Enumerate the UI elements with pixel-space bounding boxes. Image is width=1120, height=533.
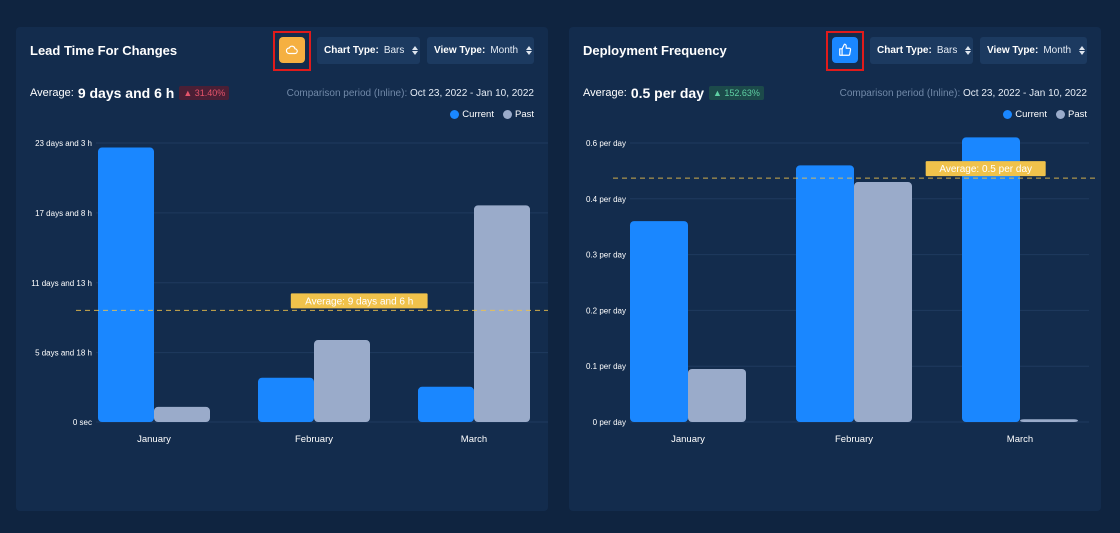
y-tick-label: 17 days and 8 h: [35, 209, 92, 218]
comparison-label: Comparison period (Inline):: [839, 88, 961, 99]
bar-past: [474, 205, 530, 422]
average-label: Average: 0.5 per day: [939, 164, 1032, 175]
average-label: Average:: [583, 87, 627, 99]
bar-current: [962, 137, 1020, 423]
bar-current: [630, 221, 688, 422]
legend-item-current[interactable]: Current: [450, 109, 494, 120]
legend-dot-icon: [1055, 110, 1065, 119]
chart-legend: Current Past: [441, 109, 534, 120]
bar-current: [796, 165, 854, 422]
x-tick-label: January: [137, 434, 171, 445]
change-badge: ▲ 152.63%: [708, 86, 764, 100]
bar-current: [418, 386, 474, 422]
thumbs-up-icon[interactable]: [832, 37, 858, 63]
chart-type-label: Chart Type:: [877, 45, 932, 56]
x-tick-label: March: [1007, 434, 1033, 445]
comparison-value: Oct 23, 2022 - Jan 10, 2022: [963, 88, 1087, 99]
average-summary: Average: 0.5 per day ▲ 152.63%: [583, 85, 764, 101]
x-tick-label: March: [461, 434, 487, 445]
y-tick-label: 5 days and 18 h: [35, 349, 92, 358]
average-value: 9 days and 6 h: [77, 85, 175, 101]
bar-past: [688, 368, 746, 422]
bar-current: [258, 377, 314, 422]
chevron-updown-icon: [412, 45, 419, 56]
average-value: 0.5 per day: [630, 85, 704, 101]
average-label: Average:: [30, 87, 74, 99]
view-type-label: View Type:: [434, 45, 486, 56]
chart-type-select[interactable]: Chart Type: Bars: [317, 37, 420, 64]
x-tick-label: February: [295, 434, 333, 445]
panel-title: Deployment Frequency: [583, 43, 727, 58]
legend-label: Current: [462, 109, 494, 120]
x-tick-label: January: [671, 434, 705, 445]
highlight-box: [273, 31, 311, 71]
chart-type-select[interactable]: Chart Type: Bars: [870, 37, 973, 64]
y-tick-label: 0.2 per day: [586, 306, 626, 315]
average-label-box: [290, 293, 428, 309]
chart-legend: Current Past: [994, 109, 1087, 120]
legend-item-current[interactable]: Current: [1003, 109, 1047, 120]
y-tick-label: 0.1 per day: [586, 362, 626, 371]
legend-item-past[interactable]: Past: [1055, 109, 1087, 120]
legend-dot-icon: [450, 110, 460, 119]
comparison-value: Oct 23, 2022 - Jan 10, 2022: [410, 88, 534, 99]
y-tick-label: 0 sec: [73, 418, 92, 427]
chevron-updown-icon: [1079, 45, 1086, 56]
lead-time-panel: Lead Time For Changes Chart Type: Bars V…: [16, 27, 548, 511]
chart-type-label: Chart Type:: [324, 45, 379, 56]
y-tick-label: 0 per day: [593, 418, 626, 427]
y-tick-label: 23 days and 3 h: [35, 139, 92, 148]
view-type-select[interactable]: View Type: Month: [427, 37, 534, 64]
y-tick-label: 0.4 per day: [586, 195, 626, 204]
average-summary: Average: 9 days and 6 h ▲ 31.40%: [30, 85, 230, 101]
cloud-icon[interactable]: [279, 37, 305, 63]
lead-time-bar-chart: 0 sec 5 days and 18 h 11 days and 13 h 17 d…: [31, 139, 548, 445]
bar-past: [154, 406, 210, 422]
legend-dot-icon: [502, 110, 512, 119]
deployment-frequency-bar-chart: 0 per day 0.1 per day 0.2 per day 0.3 per d…: [586, 137, 1097, 445]
comparison-period: Comparison period (Inline): Oct 23, 2022…: [840, 88, 1087, 99]
legend-label: Past: [1067, 109, 1087, 120]
panel-title: Lead Time For Changes: [30, 43, 178, 58]
chevron-updown-icon: [526, 45, 533, 56]
x-tick-label: February: [835, 434, 873, 445]
comparison-period: Comparison period (Inline): Oct 23, 2022…: [287, 88, 534, 99]
deployment-frequency-panel: Deployment Frequency Chart Type: Bars Vi…: [569, 27, 1101, 511]
view-type-value: Month: [1043, 45, 1072, 56]
legend-label: Current: [1015, 109, 1047, 120]
highlight-box: [826, 31, 864, 71]
chevron-updown-icon: [965, 45, 972, 56]
comparison-label: Comparison period (Inline):: [286, 88, 408, 99]
chart-type-value: Bars: [383, 45, 405, 56]
bar-past: [1020, 419, 1078, 422]
y-tick-label: 0.3 per day: [586, 251, 626, 260]
average-label: Average: 9 days and 6 h: [305, 296, 413, 307]
bar-past: [854, 182, 912, 422]
change-badge: ▲ 31.40%: [179, 86, 230, 100]
legend-label: Past: [514, 109, 534, 120]
y-tick-label: 11 days and 13 h: [31, 279, 92, 288]
legend-dot-icon: [1003, 110, 1013, 119]
legend-item-past[interactable]: Past: [502, 109, 534, 120]
chart-type-value: Bars: [936, 45, 958, 56]
view-type-select[interactable]: View Type: Month: [980, 37, 1087, 64]
bar-past: [314, 340, 370, 422]
average-label-box: [925, 161, 1046, 177]
bar-current: [98, 147, 154, 422]
view-type-value: Month: [490, 45, 519, 56]
y-tick-label: 0.6 per day: [586, 139, 626, 148]
view-type-label: View Type:: [987, 45, 1039, 56]
